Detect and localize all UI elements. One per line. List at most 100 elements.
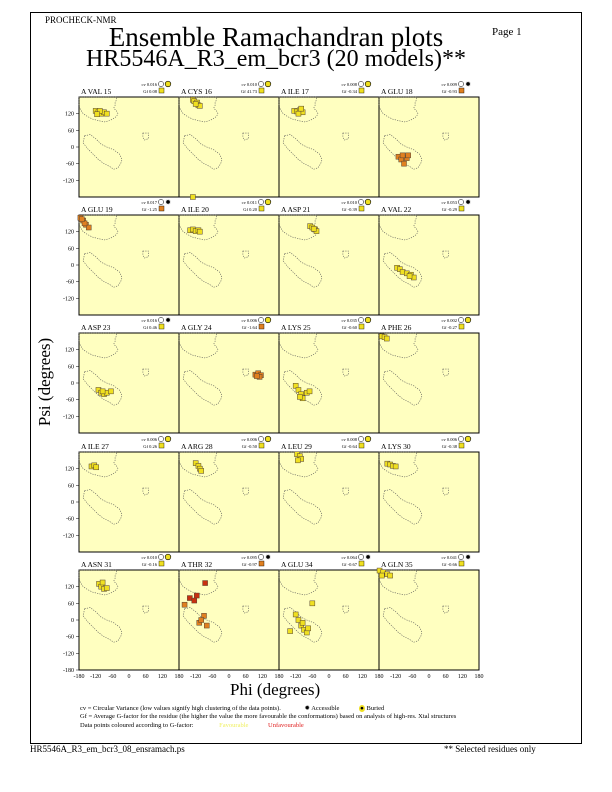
x-tick-label: -60 xyxy=(408,674,416,680)
cv-value: cv 0.009 xyxy=(442,82,458,87)
y-tick-label: -120 xyxy=(63,178,74,184)
y-tick-label: -60 xyxy=(66,635,74,641)
left-handed-region-outline xyxy=(342,368,349,377)
left-handed-region-outline xyxy=(142,487,149,496)
x-tick-label: 180 xyxy=(175,674,184,680)
clock-icon xyxy=(458,317,464,323)
panel-background xyxy=(78,214,180,316)
gf-value: Gf -0.34 xyxy=(342,89,358,94)
buried-icon xyxy=(264,198,272,206)
panel-a-ile-17: A ILE 17 cv 0.008 Gf -0.34 xyxy=(278,80,380,198)
buried-icon xyxy=(164,553,172,561)
y-tick-label: -180 xyxy=(63,668,74,674)
beta-region-outline xyxy=(78,96,119,123)
x-tick-label: 0 xyxy=(228,674,231,680)
data-point xyxy=(181,601,188,608)
data-point xyxy=(99,388,106,395)
panel-background xyxy=(178,451,280,553)
gf-value: Gf -0.38 xyxy=(442,444,458,449)
panel-a-glu-18: A GLU 18 cv 0.009 Gf -0.93 ✹ xyxy=(378,81,480,198)
residue-label: A ILE 17 xyxy=(281,87,309,96)
data-point xyxy=(298,105,304,112)
data-point xyxy=(94,111,100,117)
y-tick-label: 120 xyxy=(65,467,74,473)
panel-a-gly-24: A GLY 24 cv 0.006 Gf -1.64 xyxy=(178,316,280,434)
cv-value: cv 0.006 xyxy=(242,437,258,442)
buried-icon: ● xyxy=(358,705,365,712)
x-tick-label: 60 xyxy=(443,674,449,680)
cv-value: cv 0.008 xyxy=(342,437,358,442)
beta-region-outline xyxy=(178,214,219,241)
clock-icon xyxy=(158,81,164,87)
panel-background xyxy=(78,332,180,434)
data-point xyxy=(198,617,204,623)
buried-icon xyxy=(364,80,372,88)
data-point xyxy=(399,152,406,159)
y-tick-label: -60 xyxy=(66,162,74,168)
left-handed-region-outline xyxy=(242,487,249,496)
y-tick-label: 120 xyxy=(65,230,74,236)
panel-a-lys-25: A LYS 25 cv 0.035 Gf -0.60 xyxy=(278,316,380,434)
data-point xyxy=(295,110,302,117)
buried-icon xyxy=(164,435,172,443)
panel-background xyxy=(378,214,480,316)
data-point xyxy=(85,224,92,231)
alpha-region-outline xyxy=(382,489,423,525)
panel-background xyxy=(178,332,280,434)
legend-colour: Data points coloured according to G-fact… xyxy=(80,722,304,729)
gf-colour-swatch xyxy=(158,205,165,212)
clock-icon xyxy=(258,81,264,87)
clock-icon xyxy=(358,436,364,442)
data-point xyxy=(387,572,393,579)
x-tick-label: 60 xyxy=(243,674,249,680)
residue-label: A LYS 30 xyxy=(381,442,411,451)
beta-region-outline xyxy=(378,569,419,596)
data-point xyxy=(305,625,311,632)
panel-a-ile-20: A ILE 20 cv 0.011 Gf 0.20 xyxy=(178,198,280,316)
gf-colour-swatch xyxy=(358,323,365,330)
alpha-region-outline xyxy=(282,607,323,643)
gf-colour-swatch xyxy=(258,442,265,449)
residue-label: A VAL 22 xyxy=(381,205,412,214)
y-tick-label: -120 xyxy=(63,651,74,657)
y-tick-label: -60 xyxy=(66,517,74,523)
clock-icon xyxy=(358,199,364,205)
panel-background xyxy=(378,569,480,671)
beta-region-outline xyxy=(78,569,119,596)
cv-value: cv 0.008 xyxy=(342,82,358,87)
cv-value: cv 0.006 xyxy=(242,318,258,323)
x-tick-label: 180 xyxy=(375,674,384,680)
legend-favourable: Favourable xyxy=(219,722,249,729)
data-point xyxy=(93,464,99,471)
x-axis-label: Phi (degrees) xyxy=(230,680,321,699)
residue-label: A ASP 21 xyxy=(281,205,311,214)
x-tick-label: -120 xyxy=(390,674,401,680)
beta-region-outline xyxy=(378,214,419,241)
y-tick-label: 60 xyxy=(68,246,74,252)
gf-value: Gf -0.16 xyxy=(142,562,158,567)
data-point xyxy=(79,216,85,222)
gf-colour-swatch xyxy=(358,87,365,94)
y-tick-label: 0 xyxy=(71,263,74,269)
left-handed-region-outline xyxy=(342,132,349,141)
gf-colour-swatch xyxy=(458,560,465,567)
alpha-region-outline xyxy=(182,489,223,525)
buried-icon xyxy=(364,316,372,324)
y-tick-label: 120 xyxy=(65,348,74,354)
buried-icon xyxy=(264,80,272,88)
x-tick-label: 120 xyxy=(458,674,467,680)
cv-value: cv 0.010 xyxy=(142,555,158,560)
cv-value: cv 0.064 xyxy=(342,555,358,560)
cv-value: cv 0.035 xyxy=(342,318,358,323)
clock-icon xyxy=(158,554,164,560)
cv-value: cv 0.017 xyxy=(142,200,158,205)
data-point xyxy=(295,387,302,393)
residue-label: A VAL 15 xyxy=(81,87,112,96)
gf-colour-swatch xyxy=(358,205,365,212)
legend-colour-text: Data points coloured according to G-fact… xyxy=(80,722,194,729)
residue-label: A ARG 28 xyxy=(181,442,213,451)
alpha-region-outline xyxy=(82,489,123,525)
cv-value: cv 0.011 xyxy=(242,200,257,205)
gf-value: Gf -0.67 xyxy=(342,562,358,567)
